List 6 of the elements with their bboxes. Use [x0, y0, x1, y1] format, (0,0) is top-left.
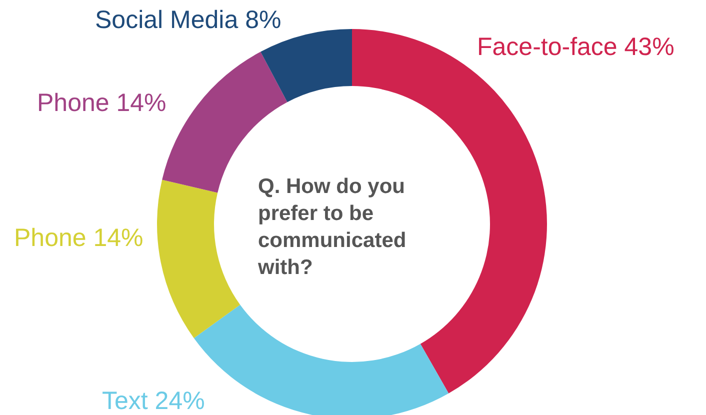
slice-label: Social Media 8% — [95, 6, 282, 34]
slice-label: Phone 14% — [37, 89, 166, 117]
text: Q. How do you prefer to be communicated with? — [257, 175, 412, 279]
slice-label: Face-to-face 43% — [477, 33, 674, 61]
slice-label: Phone 14% — [14, 224, 144, 252]
slice-label: Text 24% — [102, 387, 205, 415]
